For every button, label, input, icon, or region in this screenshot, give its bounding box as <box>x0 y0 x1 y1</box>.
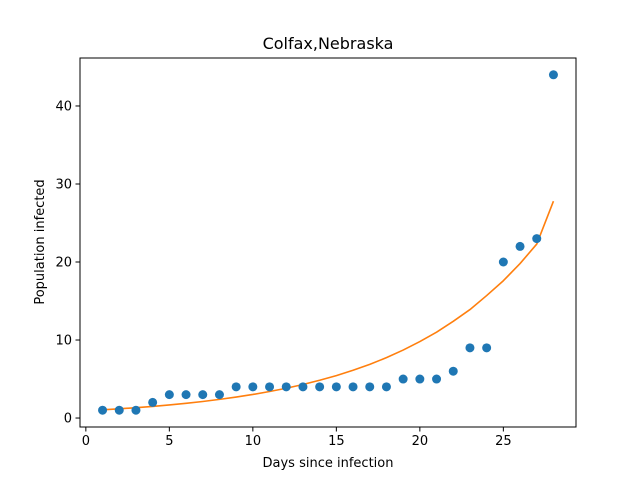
data-point <box>482 343 492 353</box>
chart-title: Colfax,Nebraska <box>263 34 394 53</box>
x-tick-label: 25 <box>495 434 512 449</box>
data-point <box>515 241 525 251</box>
y-tick-label: 10 <box>55 334 72 349</box>
data-point <box>198 390 208 400</box>
y-tick-label: 30 <box>55 177 72 192</box>
x-tick-label: 15 <box>328 434 345 449</box>
data-point <box>532 234 542 244</box>
data-point <box>348 382 358 392</box>
data-point <box>281 382 291 392</box>
data-point <box>432 374 442 384</box>
fit-line <box>102 200 555 411</box>
x-tick-label: 0 <box>82 434 90 449</box>
data-point <box>148 397 158 407</box>
data-point <box>365 382 375 392</box>
data-point <box>231 382 241 392</box>
data-point <box>331 382 341 392</box>
data-point <box>131 405 141 415</box>
data-point <box>265 382 275 392</box>
data-point <box>248 382 258 392</box>
data-point <box>381 382 391 392</box>
data-point <box>498 257 508 267</box>
y-tick-label: 40 <box>55 99 72 114</box>
data-point <box>465 343 475 353</box>
data-point <box>181 390 191 400</box>
axes-frame <box>79 57 577 428</box>
x-axis-label: Days since infection <box>263 456 394 471</box>
plot-area <box>98 70 558 415</box>
data-point <box>114 405 124 415</box>
x-tick-label: 20 <box>412 434 429 449</box>
data-point <box>415 374 425 384</box>
data-point <box>398 374 408 384</box>
y-axis-label: Population infected <box>33 179 48 304</box>
data-point <box>164 390 174 400</box>
data-point <box>448 366 458 376</box>
data-point <box>214 390 224 400</box>
data-point <box>548 70 558 80</box>
data-point <box>298 382 308 392</box>
y-tick-label: 20 <box>55 256 72 271</box>
x-tick-label: 10 <box>245 434 262 449</box>
x-tick-label: 5 <box>165 434 173 449</box>
data-point <box>315 382 325 392</box>
y-tick-label: 0 <box>64 412 72 427</box>
axes: 0 5 10 15 20 25 0 10 20 30 40 <box>55 57 577 449</box>
data-point <box>98 405 108 415</box>
